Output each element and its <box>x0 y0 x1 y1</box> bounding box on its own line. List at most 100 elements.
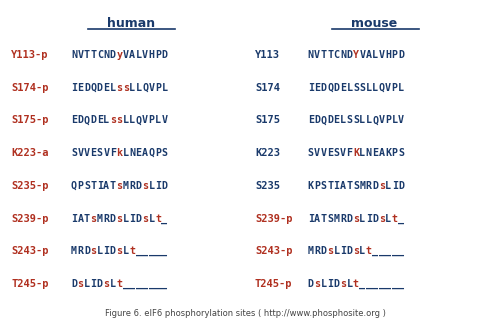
Text: N: N <box>340 50 346 60</box>
Text: I: I <box>71 214 77 224</box>
Text: S235: S235 <box>255 181 280 191</box>
Text: E: E <box>97 115 103 125</box>
Text: R: R <box>340 214 346 224</box>
Text: L: L <box>359 115 366 125</box>
Text: L: L <box>359 214 366 224</box>
Text: D: D <box>136 214 142 224</box>
Text: L: L <box>84 279 90 289</box>
Text: t: t <box>366 246 372 256</box>
Text: I: I <box>327 279 333 289</box>
Text: D: D <box>136 181 142 191</box>
Text: L: L <box>366 83 372 93</box>
Text: T: T <box>320 214 326 224</box>
Text: L: L <box>346 279 352 289</box>
Text: I: I <box>392 181 398 191</box>
Text: L: L <box>103 115 109 125</box>
Text: L: L <box>148 181 154 191</box>
Text: _: _ <box>162 279 168 289</box>
Text: I: I <box>334 181 340 191</box>
Text: S: S <box>162 148 168 158</box>
Text: L: L <box>372 50 378 60</box>
Text: _: _ <box>379 279 385 289</box>
Text: S: S <box>353 181 359 191</box>
Text: N: N <box>308 50 314 60</box>
Text: _: _ <box>372 246 378 256</box>
Text: V: V <box>385 83 391 93</box>
Text: _: _ <box>372 279 378 289</box>
Text: E: E <box>340 83 346 93</box>
Text: V: V <box>122 50 129 60</box>
Text: D: D <box>398 50 404 60</box>
Text: k: k <box>116 148 122 158</box>
Text: V: V <box>379 50 385 60</box>
Text: P: P <box>155 148 161 158</box>
Text: V: V <box>398 115 404 125</box>
Text: V: V <box>148 83 154 93</box>
Text: M: M <box>122 181 129 191</box>
Text: D: D <box>162 181 168 191</box>
Text: A: A <box>314 214 320 224</box>
Text: L: L <box>129 83 135 93</box>
Text: D: D <box>346 246 352 256</box>
Text: S: S <box>320 181 326 191</box>
Text: S: S <box>71 148 77 158</box>
Text: P: P <box>148 115 154 125</box>
Text: S243-p: S243-p <box>11 246 49 256</box>
Text: Q: Q <box>90 83 97 93</box>
Text: _: _ <box>162 214 168 224</box>
Text: Q: Q <box>379 83 385 93</box>
Text: _: _ <box>385 246 391 256</box>
Text: P: P <box>155 50 161 60</box>
Text: P: P <box>385 115 391 125</box>
Text: P: P <box>392 148 398 158</box>
Text: L: L <box>136 83 142 93</box>
Text: D: D <box>320 83 326 93</box>
Text: _: _ <box>142 279 148 289</box>
Text: L: L <box>398 83 404 93</box>
Text: D: D <box>398 181 404 191</box>
Text: D: D <box>334 83 340 93</box>
Text: t: t <box>129 246 135 256</box>
Text: L: L <box>366 115 372 125</box>
Text: L: L <box>97 246 103 256</box>
Text: s: s <box>314 279 320 289</box>
Text: K: K <box>385 148 391 158</box>
Text: T: T <box>346 181 352 191</box>
Text: S239-p: S239-p <box>11 214 49 224</box>
Text: Q: Q <box>71 181 77 191</box>
Text: T: T <box>90 181 97 191</box>
Text: N: N <box>366 148 372 158</box>
Text: s: s <box>116 214 122 224</box>
Text: D: D <box>77 115 83 125</box>
Text: s: s <box>142 181 148 191</box>
Text: E: E <box>90 148 97 158</box>
Text: E: E <box>136 148 142 158</box>
Text: y: y <box>116 50 122 60</box>
Text: V: V <box>77 148 83 158</box>
Text: s: s <box>116 246 122 256</box>
Text: _: _ <box>385 279 391 289</box>
Text: V: V <box>340 148 346 158</box>
Text: _: _ <box>155 246 161 256</box>
Text: s: s <box>142 214 148 224</box>
Text: S235-p: S235-p <box>11 181 49 191</box>
Text: K: K <box>308 181 314 191</box>
Text: S: S <box>359 83 366 93</box>
Text: P: P <box>392 83 398 93</box>
Text: s: s <box>116 181 122 191</box>
Text: _: _ <box>155 279 161 289</box>
Text: D: D <box>327 115 333 125</box>
Text: s: s <box>379 181 385 191</box>
Text: T: T <box>327 181 333 191</box>
Text: P: P <box>314 181 320 191</box>
Text: K: K <box>353 148 359 158</box>
Text: D: D <box>71 279 77 289</box>
Text: M: M <box>97 214 103 224</box>
Text: R: R <box>129 181 135 191</box>
Text: R: R <box>77 246 83 256</box>
Text: K223-a: K223-a <box>11 148 49 158</box>
Text: S: S <box>398 148 404 158</box>
Text: E: E <box>334 115 340 125</box>
Text: L: L <box>346 83 352 93</box>
Text: L: L <box>340 115 346 125</box>
